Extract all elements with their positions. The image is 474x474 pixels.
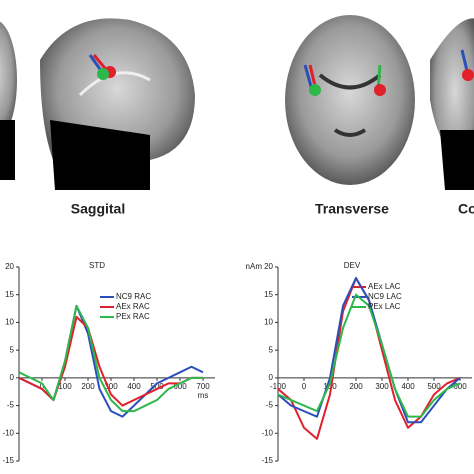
y-tick-label: 20 bbox=[264, 262, 273, 271]
y-tick-label: 5 bbox=[10, 345, 15, 354]
y-tick-label: 0 bbox=[10, 373, 15, 382]
x-tick-label: 500 bbox=[150, 382, 164, 391]
y-tick-label: -10 bbox=[2, 428, 14, 437]
legend-label: AEx RAC bbox=[116, 302, 150, 311]
brain-images bbox=[0, 15, 474, 190]
y-tick-label: -5 bbox=[266, 401, 274, 410]
y-tick-label: 15 bbox=[5, 290, 14, 299]
x-tick-label: 100 bbox=[58, 382, 72, 391]
legend-label: AEx LAC bbox=[368, 282, 401, 291]
y-tick-label: 10 bbox=[264, 318, 273, 327]
legend-label: PEx LAC bbox=[368, 302, 401, 311]
y-tick-label: -15 bbox=[2, 456, 14, 465]
x-tick-label: 0 bbox=[40, 382, 45, 391]
y-tick-label: 15 bbox=[264, 290, 273, 299]
y-axis-label: nAm bbox=[246, 262, 263, 271]
series-line bbox=[18, 315, 203, 407]
view-label: Saggital bbox=[71, 201, 125, 217]
chart-title: DEV bbox=[344, 261, 361, 270]
y-tick-label: 20 bbox=[5, 262, 14, 271]
x-tick-label: -100 bbox=[270, 382, 287, 391]
series-line bbox=[277, 293, 461, 418]
legend-label: PEx RAC bbox=[116, 312, 150, 321]
x-tick-label: 300 bbox=[104, 382, 118, 391]
x-tick-label: 600 bbox=[173, 382, 187, 391]
view-label: Transverse bbox=[315, 201, 389, 217]
x-tick-label: 400 bbox=[401, 382, 415, 391]
view-label: Co bbox=[458, 201, 474, 217]
x-tick-label: 600 bbox=[453, 382, 467, 391]
x-tick-label: 200 bbox=[349, 382, 363, 391]
y-tick-label: 10 bbox=[5, 318, 14, 327]
y-tick-label: -5 bbox=[7, 401, 15, 410]
legend-label: NC9 RAC bbox=[116, 292, 151, 301]
y-tick-label: -15 bbox=[261, 456, 273, 465]
chart-title: STD bbox=[89, 261, 105, 270]
y-tick-label: 5 bbox=[269, 345, 274, 354]
x-tick-label: 300 bbox=[375, 382, 389, 391]
x-axis-label: ms bbox=[198, 391, 209, 400]
y-tick-label: 0 bbox=[269, 373, 274, 382]
legend-label: NC9 LAC bbox=[368, 292, 402, 301]
series-line bbox=[277, 277, 461, 424]
y-tick-label: -10 bbox=[261, 428, 273, 437]
x-tick-label: 200 bbox=[81, 382, 95, 391]
series-line bbox=[18, 304, 203, 413]
x-tick-label: 400 bbox=[127, 382, 141, 391]
x-tick-label: 0 bbox=[302, 382, 307, 391]
x-tick-label: 500 bbox=[427, 382, 441, 391]
x-tick-label: 700 bbox=[196, 382, 210, 391]
